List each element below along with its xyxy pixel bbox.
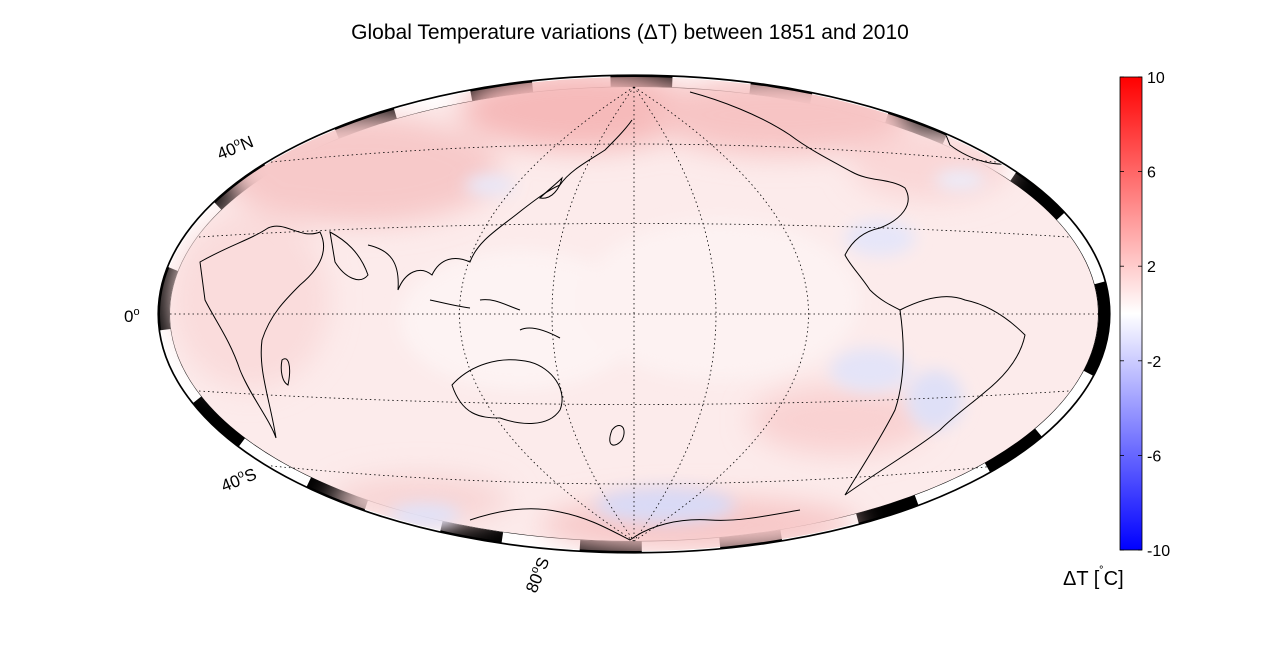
lat-label-40S: 40oS	[218, 464, 259, 496]
colorbar-tick-label: -10	[1147, 543, 1170, 560]
chart-title: Global Temperature variations (ΔT) betwe…	[351, 21, 909, 44]
colorbar: 10 6 2 -2 -6 -10 ΔT [˚C]	[1063, 70, 1170, 590]
lat-label-0: 0o	[124, 306, 140, 326]
colorbar-label: ΔT [˚C]	[1063, 564, 1124, 590]
lat-label-80S: 80oS	[521, 554, 553, 595]
colorbar-scale	[1119, 76, 1143, 551]
colorbar-tick-label: 6	[1147, 165, 1156, 182]
lat-label-40N: 40oN	[214, 131, 256, 164]
graticule	[170, 86, 1098, 542]
colorbar-tick-label: 10	[1147, 70, 1165, 87]
coastlines	[199, 91, 1026, 541]
colorbar-tick-label: 2	[1147, 259, 1156, 276]
colorbar-ticks: 10 6 2 -2 -6 -10	[1120, 70, 1170, 560]
colorbar-tick-label: -6	[1147, 448, 1161, 465]
colorbar-tick-label: -2	[1147, 354, 1161, 371]
